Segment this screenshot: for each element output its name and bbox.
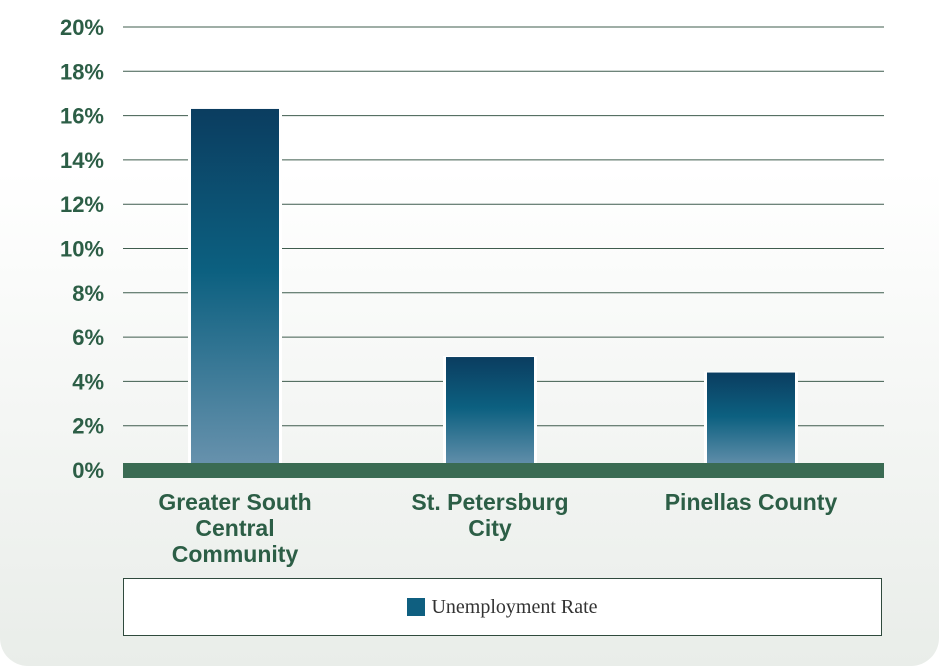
y-axis-ticks: 0% 2% 4% 6% 8% 10% 12% 14% 16% 18% 20% (60, 15, 104, 483)
bar (446, 357, 534, 470)
bar-chart: 0% 2% 4% 6% 8% 10% 12% 14% 16% 18% 20% Greater Sou… (60, 15, 884, 567)
legend: Unemployment Rate (123, 578, 882, 636)
y-tick-label: 0% (72, 458, 104, 483)
y-tick-label: 14% (60, 148, 104, 173)
bar (191, 108, 279, 470)
y-tick-label: 4% (72, 369, 104, 394)
y-tick-label: 6% (72, 325, 104, 350)
y-tick-label: 18% (60, 59, 104, 84)
legend-swatch (407, 598, 426, 616)
y-tick-label: 2% (72, 414, 104, 439)
x-axis-labels: Greater South Central Community St. Petersb… (158, 489, 837, 567)
y-tick-label: 20% (60, 15, 104, 40)
legend-label: Unemployment Rate (431, 595, 598, 618)
baseline (123, 463, 884, 478)
bars (188, 107, 798, 470)
y-tick-label: 12% (60, 192, 104, 217)
baseline-bar (123, 463, 884, 478)
y-tick-label: 16% (60, 104, 104, 129)
x-category-label: Greater South Central Community (158, 489, 311, 567)
y-tick-label: 8% (72, 281, 104, 306)
y-tick-label: 10% (60, 237, 104, 262)
x-category-label: Pinellas County (665, 489, 838, 515)
x-category-label: St. Petersburg City (411, 489, 568, 541)
bar (707, 372, 795, 470)
